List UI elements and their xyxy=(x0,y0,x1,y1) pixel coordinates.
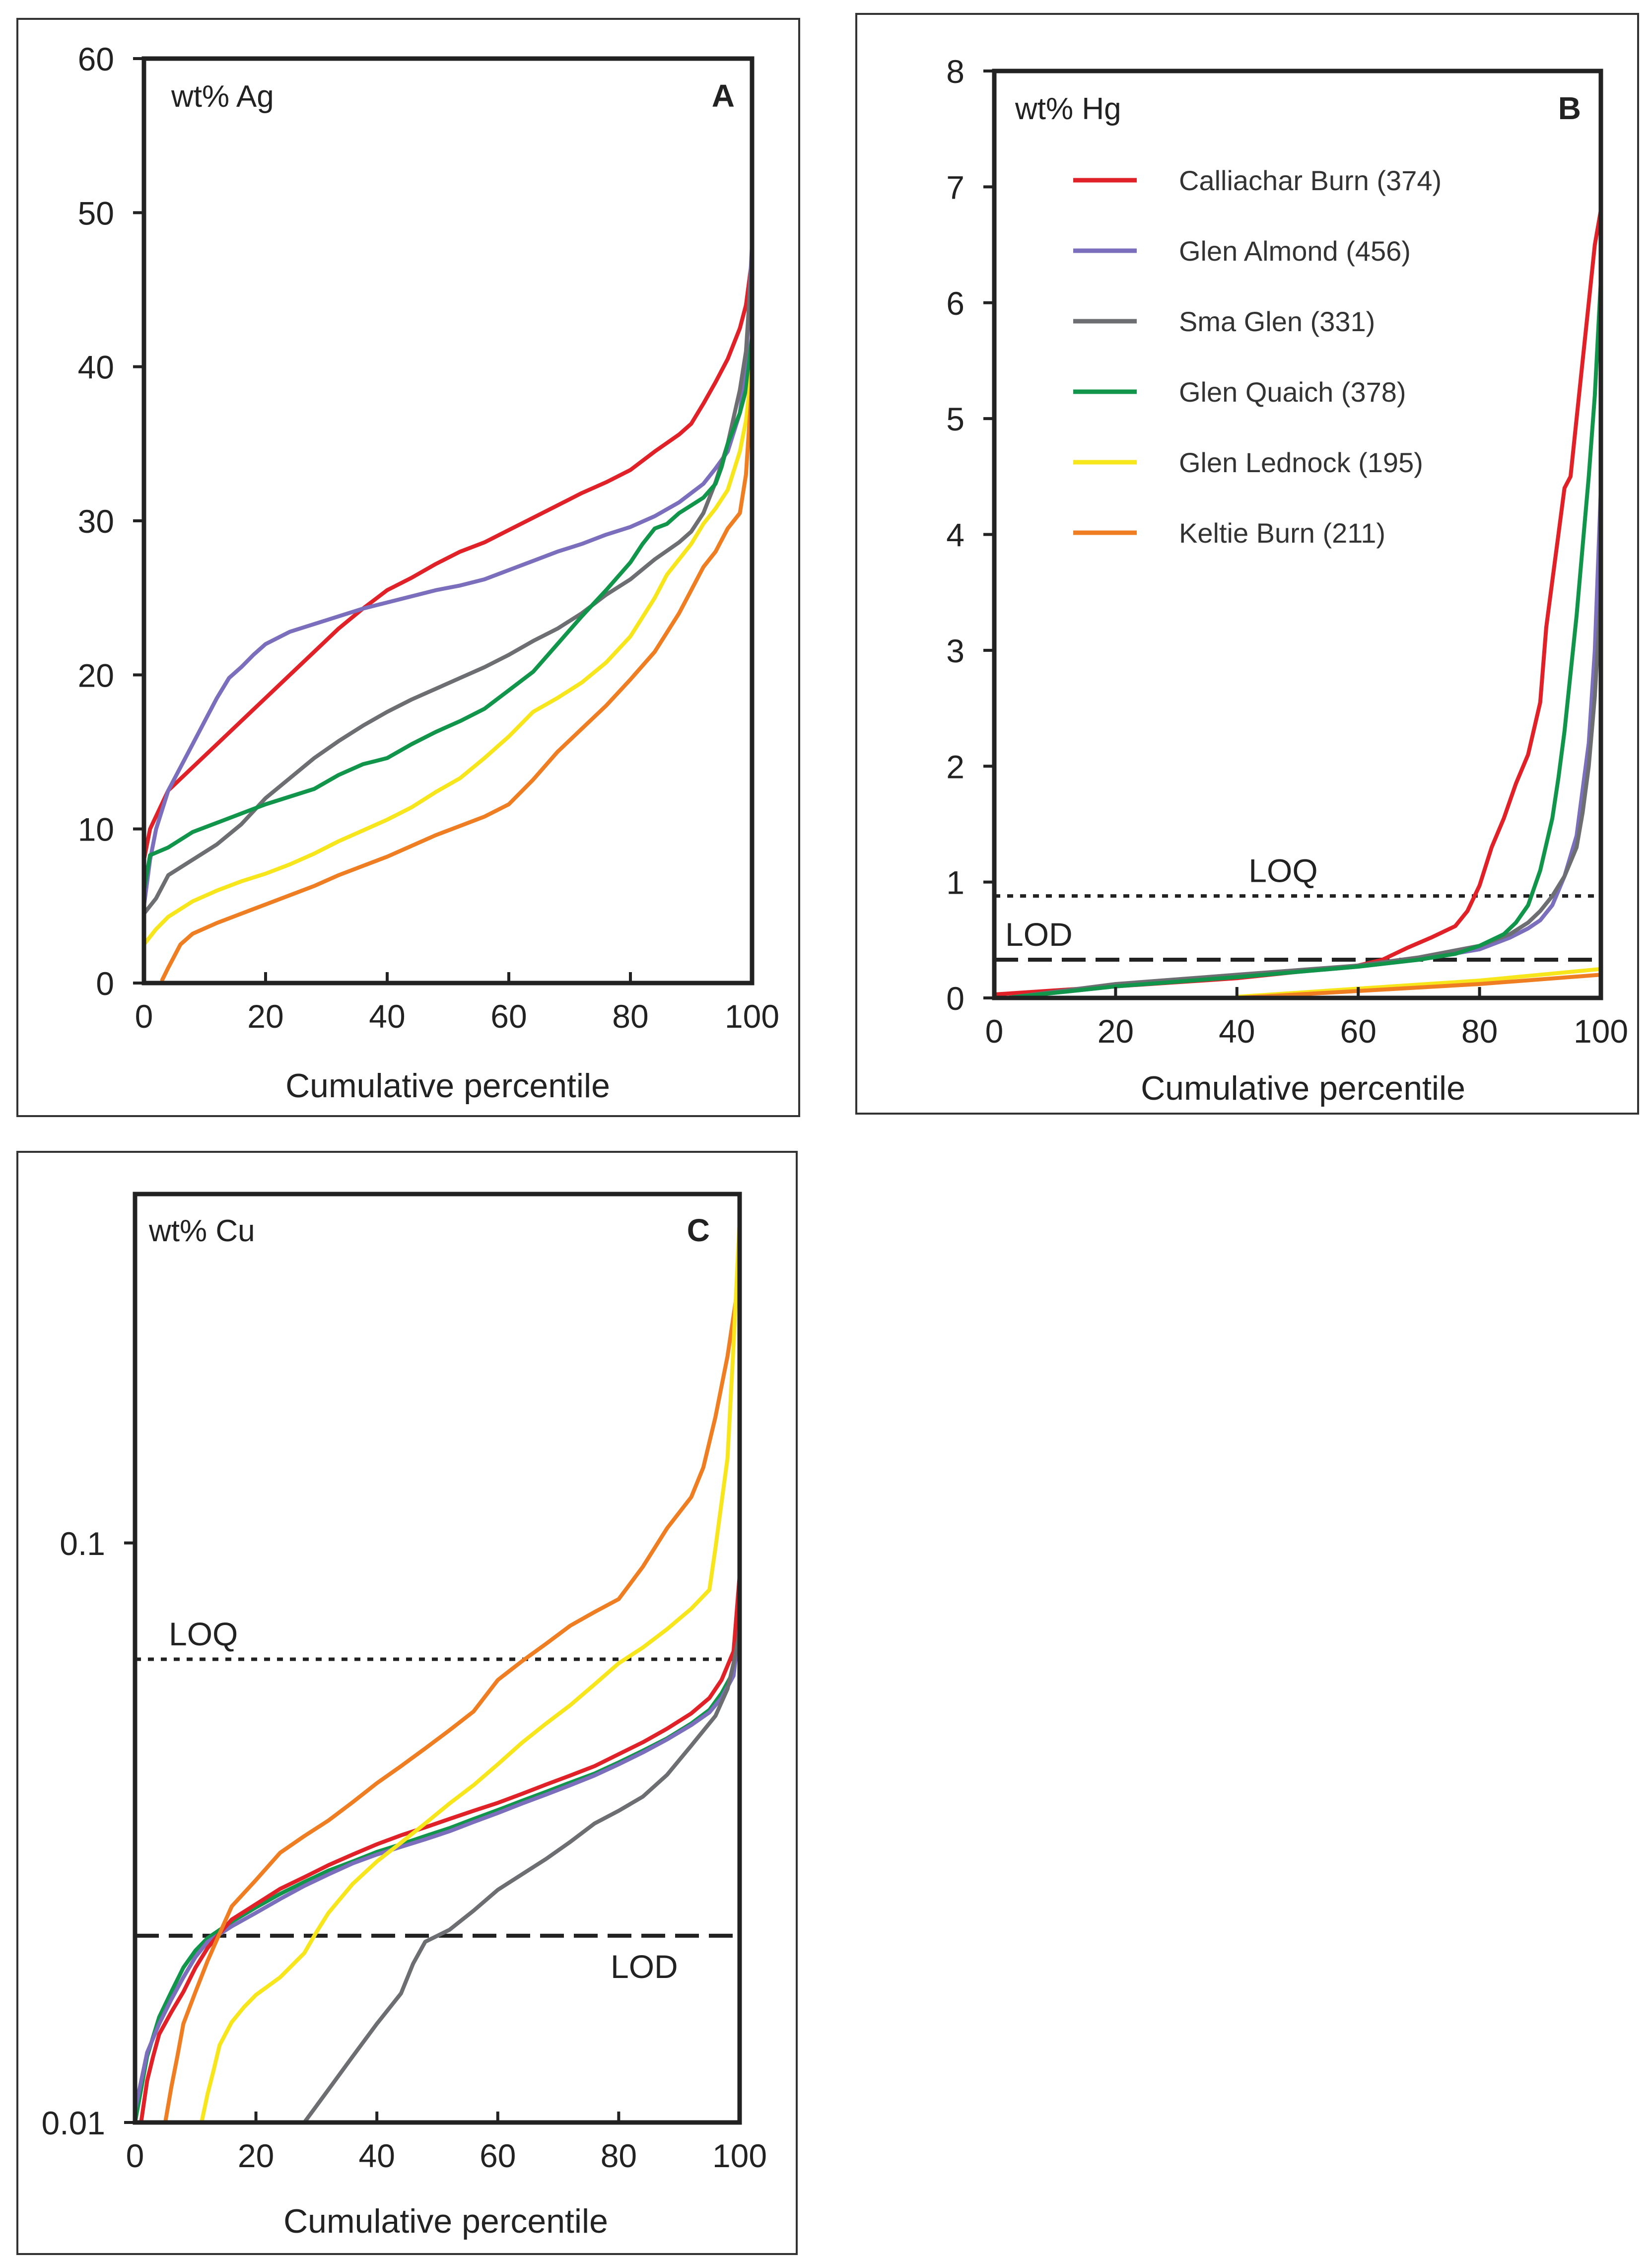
panel-a-y-tick-label: 20 xyxy=(78,657,114,694)
panel-a-y-tick-label: 60 xyxy=(78,41,114,77)
panel-b-y-tick-label: 2 xyxy=(946,748,964,785)
panel-c-series xyxy=(133,1218,742,2124)
panel-b-x-tick-label: 100 xyxy=(1574,1013,1628,1050)
panel-c-x-axis-title: Cumulative percentile xyxy=(283,2202,608,2240)
panel-b-y-tick-label: 0 xyxy=(946,980,964,1017)
legend-label-sma-glen: Sma Glen (331) xyxy=(1179,306,1375,337)
panel-b-series-glen-almond xyxy=(1004,486,1603,1000)
panel-b-x-tick-label: 20 xyxy=(1098,1013,1134,1050)
panel-a-x-tick-label: 20 xyxy=(247,998,283,1035)
panel-b-y-tick-label: 1 xyxy=(946,864,964,901)
panel-c-x-tick-label: 20 xyxy=(238,2137,274,2174)
panel-b-frame xyxy=(855,13,1639,1115)
panel-c-letter: C xyxy=(687,1212,710,1248)
panel-b-y-tick-label: 3 xyxy=(946,633,964,669)
legend-label-glen-quaich: Glen Quaich (378) xyxy=(1179,376,1406,408)
panel-c-y-tick-label: 0.1 xyxy=(60,1525,105,1562)
panel-b-x-tick-label: 40 xyxy=(1219,1013,1255,1050)
panel-a-frame xyxy=(16,18,800,1117)
panel-c-ticks: 0 20 40 60 80 100 0.01 0.1 xyxy=(42,1525,767,2174)
panel-b-legend: Calliachar Burn (374) Glen Almond (456) Sm… xyxy=(1073,165,1442,549)
panel-b: LOQ LOD 0 20 40 60 80 100 0 1 2 3 4 5 6 7 8 wt% Hg B C… xyxy=(855,13,1639,1115)
panel-b-series-keltie-burn xyxy=(1235,973,1603,1000)
panel-c-frame xyxy=(16,1151,798,2255)
panel-b-loq-label: LOQ xyxy=(1248,852,1317,889)
panel-a-letter: A xyxy=(712,78,735,114)
panel-c-series-glen-almond xyxy=(133,1624,742,2113)
panel-a-y-tick-label: 10 xyxy=(78,811,114,848)
panel-a-y-tick-label: 0 xyxy=(96,965,114,1002)
panel-b-letter: B xyxy=(1558,90,1581,126)
panel-b-x-axis-title: Cumulative percentile xyxy=(1141,1069,1465,1107)
panel-c-series-calliachar-burn xyxy=(139,1573,742,2124)
panel-b-title: wt% Hg xyxy=(1015,92,1121,126)
panel-c-x-tick-label: 80 xyxy=(601,2137,637,2174)
legend-label-calliachar-burn: Calliachar Burn (374) xyxy=(1179,165,1442,196)
panel-a-series-glen-lednock xyxy=(142,364,754,947)
panel-b-x-tick-label: 0 xyxy=(985,1013,1004,1050)
panel-a-ticks: 0 20 40 60 80 100 0 10 20 30 40 50 60 xyxy=(78,41,779,1035)
panel-b-lod-label: LOD xyxy=(1005,916,1073,953)
panel-a-x-tick-label: 80 xyxy=(612,998,648,1035)
panel-b-y-tick-label: 4 xyxy=(946,517,964,554)
panel-a-y-tick-label: 50 xyxy=(78,195,114,231)
panel-b-y-tick-label: 6 xyxy=(946,285,964,322)
legend-label-glen-almond: Glen Almond (456) xyxy=(1179,235,1411,267)
panel-c-x-tick-label: 60 xyxy=(480,2137,516,2174)
panel-a-x-tick-label: 0 xyxy=(135,998,153,1035)
panel-a-plot-area xyxy=(141,56,755,986)
panel-a-x-axis-title: Cumulative percentile xyxy=(285,1067,610,1105)
panel-a-series-glen-quaich xyxy=(142,334,754,893)
panel-b-series-glen-quaich xyxy=(1004,278,1603,1000)
panel-a-y-tick-label: 30 xyxy=(78,503,114,540)
panel-a-x-tick-label: 100 xyxy=(725,998,779,1035)
panel-c-x-tick-label: 0 xyxy=(126,2137,144,2174)
panel-c-reference-lines: LOQ LOD xyxy=(135,1616,740,1985)
legend-label-glen-lednock: Glen Lednock (195) xyxy=(1179,447,1423,478)
panel-b-y-tick-label: 5 xyxy=(946,401,964,437)
panel-c-series-sma-glen xyxy=(302,1630,742,2124)
panel-c-lod-label: LOD xyxy=(611,1948,678,1985)
panel-c-series-glen-quaich xyxy=(133,1630,742,2124)
panel-c-series-keltie-burn xyxy=(163,1273,742,2124)
panel-a-title: wt% Ag xyxy=(171,79,274,114)
panel-b-y-tick-label: 8 xyxy=(946,53,964,90)
panel-a-series-sma-glen xyxy=(142,257,754,916)
panel-a-series-keltie-burn xyxy=(160,380,754,982)
panel-a-x-tick-label: 40 xyxy=(369,998,405,1035)
panel-c: LOQ LOD 0 20 40 60 80 100 0.01 0.1 wt% Cu C Cum… xyxy=(16,1151,798,2255)
panel-c-loq-label: LOQ xyxy=(169,1616,238,1652)
panel-a-y-tick-label: 40 xyxy=(78,349,114,386)
legend-label-keltie-burn: Keltie Burn (211) xyxy=(1179,517,1385,549)
panel-a-x-tick-label: 60 xyxy=(490,998,527,1035)
panel-c-x-tick-label: 40 xyxy=(358,2137,395,2174)
panel-b-reference-lines: LOQ LOD xyxy=(994,852,1601,962)
panel-c-title: wt% Cu xyxy=(148,1214,255,1248)
panel-c-x-tick-label: 100 xyxy=(712,2137,767,2174)
panel-c-y-tick-label: 0.01 xyxy=(42,2105,105,2141)
panel-c-plot-area xyxy=(133,1192,742,2125)
panel-c-series-glen-lednock xyxy=(200,1218,742,2124)
panel-b-y-tick-label: 7 xyxy=(946,169,964,206)
panel-b-x-tick-label: 80 xyxy=(1461,1013,1498,1050)
panel-a-series-glen-almond xyxy=(142,241,754,908)
panel-a-series xyxy=(142,241,754,982)
panel-b-series-calliachar-burn xyxy=(992,208,1603,996)
panel-b-series xyxy=(992,208,1603,1000)
panel-b-x-tick-label: 60 xyxy=(1340,1013,1376,1050)
panel-a-series-calliachar-burn xyxy=(142,257,754,862)
panel-b-ticks: 0 20 40 60 80 100 0 1 2 3 4 5 6 7 8 xyxy=(946,53,1628,1050)
panel-a: 0 20 40 60 80 100 0 10 20 30 40 50 60 wt% Ag A Cumul… xyxy=(16,18,800,1117)
